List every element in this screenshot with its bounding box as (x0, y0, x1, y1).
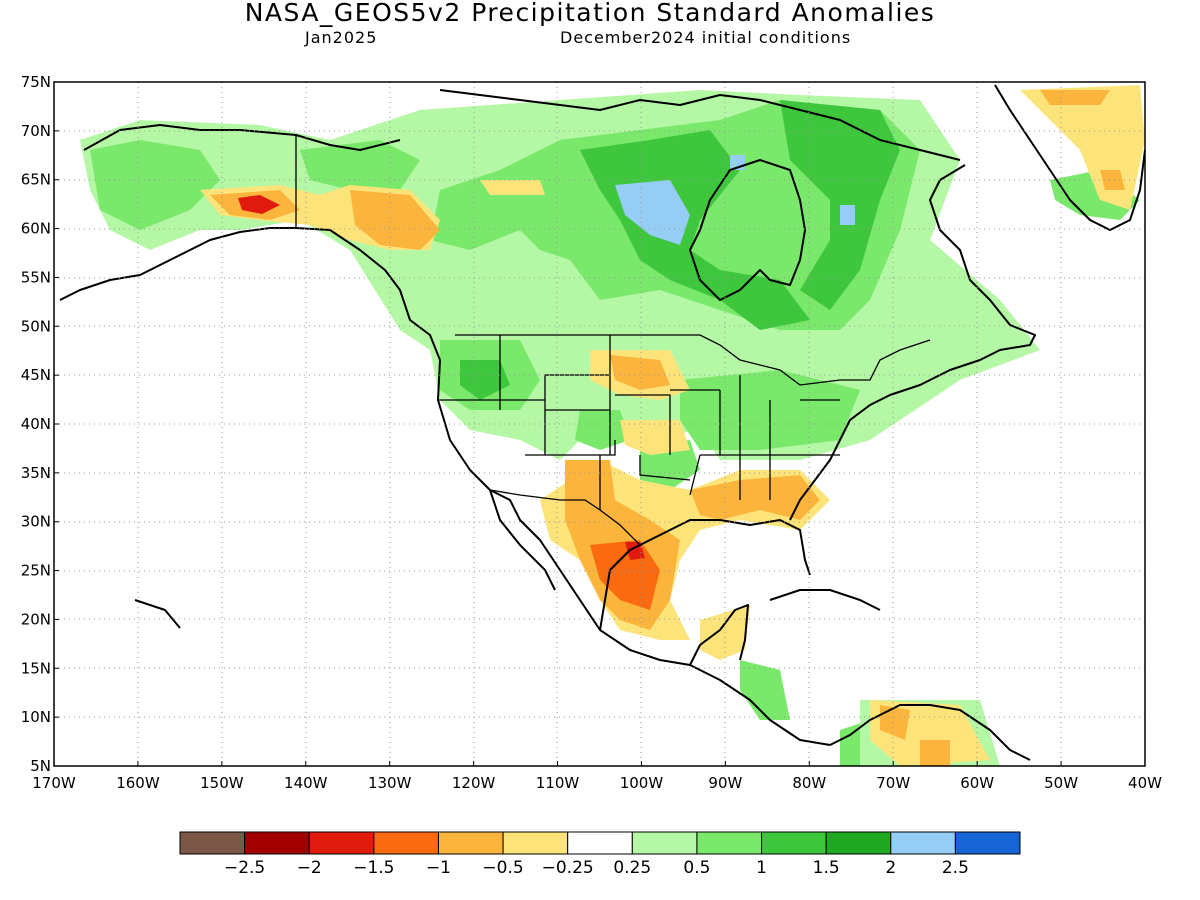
lon-tick-label: 120W (452, 774, 496, 792)
colorbar-label: 2.5 (942, 858, 969, 878)
lat-tick-label: 65N (21, 171, 51, 189)
lat-tick-label: 20N (21, 610, 51, 628)
lat-tick-label: 75N (21, 73, 51, 91)
coastline-hawaii (134, 599, 181, 629)
colorbar-label: 0.25 (613, 858, 651, 878)
lat-tick-label: 45N (21, 366, 51, 384)
anomaly-region (460, 360, 510, 400)
colorbar-swatch (761, 831, 827, 855)
colorbar-label: −0.25 (542, 858, 594, 878)
us-state-lines (438, 335, 840, 510)
colorbar-swatch (308, 831, 375, 855)
colorbar-label: 1.5 (813, 858, 840, 878)
lon-tick-label: 130W (368, 774, 412, 792)
colorbar-label: −1.5 (353, 858, 394, 878)
anomaly-region (880, 705, 910, 740)
colorbar-label: −2.5 (224, 858, 265, 878)
coastline-arctic-islands (439, 89, 961, 161)
anomaly-field (59, 84, 1145, 766)
lat-tick-label: 60N (21, 220, 51, 238)
colorbar-swatch (373, 831, 439, 855)
lat-tick-label: 15N (21, 659, 51, 677)
lon-tick-label: 100W (620, 774, 664, 792)
anomaly-region (740, 660, 790, 720)
lat-tick-label: 40N (21, 415, 51, 433)
coastline-south-america (829, 704, 1031, 761)
coastline-greenland (994, 84, 1145, 231)
colorbar-swatch (567, 831, 633, 855)
anomaly-region (1040, 90, 1110, 105)
coastline-labrador (929, 164, 1011, 326)
lat-tick-label: 35N (21, 464, 51, 482)
colorbar-label: 2 (885, 858, 896, 878)
colorbar-label: 0.5 (683, 858, 710, 878)
lon-tick-label: 80W (792, 774, 826, 792)
anomaly-region (1100, 170, 1125, 190)
anomaly-region (620, 420, 690, 455)
coastline-cuba (769, 589, 881, 611)
lon-tick-label: 50W (1044, 774, 1078, 792)
lon-tick-label: 140W (284, 774, 328, 792)
lon-tick-label: 160W (116, 774, 160, 792)
lon-tick-label: 170W (32, 774, 76, 792)
anomaly-region (580, 130, 810, 330)
lat-tick-label: 50N (21, 317, 51, 335)
colorbar-swatch (437, 831, 504, 855)
lat-tick-label: 70N (21, 122, 51, 140)
anomaly-region (610, 355, 670, 390)
forecast-month: Jan2025 (305, 28, 378, 47)
colorbar-swatch (179, 831, 246, 855)
coastline-gulf (599, 519, 811, 631)
anomaly-region (480, 180, 545, 195)
anomaly-region (1050, 170, 1140, 220)
anomaly-region (350, 190, 440, 250)
lon-tick-label: 110W (536, 774, 580, 792)
initial-conditions: December2024 initial conditions (560, 28, 852, 47)
colorbar-label: −0.5 (482, 858, 523, 878)
us-mexico-border (489, 489, 641, 546)
lon-tick-label: 90W (708, 774, 742, 792)
lon-tick-label: 70W (876, 774, 910, 792)
lat-tick-label: 30N (21, 513, 51, 531)
lon-tick-label: 40W (1128, 774, 1162, 792)
colorbar-swatch (502, 831, 569, 855)
colorbar-swatch (631, 831, 698, 855)
coastline-west (437, 359, 831, 746)
longitude-axis: 170W 160W 150W 140W 130W 120W 110W 100W 90W 80W 70… (32, 761, 1162, 792)
map-title: NASA_GEOS5v2 Precipitation Standard Anom… (244, 0, 936, 27)
lat-tick-label: 25N (21, 562, 51, 580)
latitude-axis: 75N 70N 65N 60N 55N 50N 45N 40N 35N 30N 25N 20N 15N 1… (21, 73, 59, 775)
anomaly-region (238, 195, 280, 214)
us-canada-border (295, 135, 931, 386)
colorbar-label: −2 (297, 858, 322, 878)
colorbar-swatch (244, 831, 310, 855)
anomaly-region (690, 475, 820, 520)
anomaly-region (575, 410, 630, 450)
colorbar-swatch (696, 831, 763, 855)
lat-tick-label: 10N (21, 708, 51, 726)
lon-tick-label: 60W (960, 774, 994, 792)
colorbar-label: −1 (426, 858, 451, 878)
anomaly-region (625, 542, 645, 560)
colorbar-swatch (890, 831, 956, 855)
anomaly-region (90, 140, 220, 230)
graticule (54, 82, 1145, 766)
coastline-yucatan (689, 604, 749, 666)
coastline-hudson-bay (689, 159, 806, 301)
coastline-baja (489, 489, 556, 591)
lat-tick-label: 5N (30, 757, 51, 775)
colorbar: −2.5 −2 −1.5 −1 −0.5 −0.25 0.25 0.5 1 1.5 2 2.5 (179, 831, 1021, 878)
colorbar-swatch (954, 831, 1021, 855)
colorbar-label: 1 (756, 858, 767, 878)
coastline-arctic-alaska (83, 124, 401, 151)
colorbar-swatch (825, 831, 892, 855)
anomaly-region (840, 205, 855, 225)
lat-tick-label: 55N (21, 268, 51, 286)
anomaly-region (920, 740, 950, 766)
lon-tick-label: 150W (200, 774, 244, 792)
political-boundaries (295, 135, 931, 546)
anomaly-region (615, 180, 690, 245)
